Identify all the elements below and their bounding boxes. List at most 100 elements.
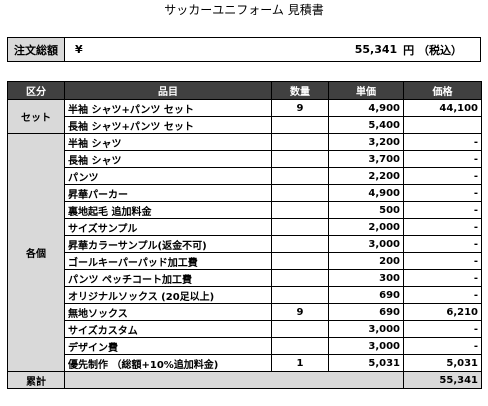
header-price: 価格 [403,81,482,100]
header-category: 区分 [7,81,65,100]
price-cell: - [403,235,482,253]
quantity-cell [271,133,329,151]
unit-price-cell: 3,700 [328,150,404,168]
table-row: 各個 半袖 シャツ 3,200- [7,133,482,372]
unit-price-cell: 3,000 [328,320,404,338]
header-quantity: 数量 [271,81,329,100]
item-name-cell: 無地ソックス [64,303,272,321]
price-cell: - [403,150,482,168]
item-name-cell: デザイン費 [64,337,272,355]
table-row: サイズサンプル 2,000- [8,218,482,236]
item-name-cell: 長袖 シャツ [64,150,272,168]
quantity-cell: 1 [271,354,329,372]
table-row: 昇華パーカー 4,900- [8,184,482,202]
unit-price-cell: 300 [328,269,404,287]
item-name-cell: パンツ ペッチコート加工費 [64,269,272,287]
price-cell: - [403,201,482,219]
currency-symbol: ¥ [75,43,83,56]
unit-price-cell: 5,400 [328,116,404,134]
price-cell [403,116,482,134]
table-row: サイズカスタム 3,000- [8,320,482,338]
estimate-table: 区分 品目 数量 単価 価格 セット 半袖 シャツ+パンツ セット 9 4,900 44… [7,81,482,389]
table-row: デザイン費 3,000- [8,337,482,355]
quantity-cell [271,235,329,253]
item-name-cell: 半袖 シャツ+パンツ セット [64,99,272,117]
item-name-cell: 昇華カラーサンプル(返金不可) [64,235,272,253]
quantity-cell [271,218,329,236]
unit-price-cell: 3,200 [328,133,404,151]
table-row: パンツ 2,200- [8,167,482,185]
unit-price-cell: 4,900 [328,99,404,117]
unit-price-cell: 690 [328,286,404,304]
table-row: パンツ ペッチコート加工費 300- [8,269,482,287]
header-item: 品目 [64,81,272,100]
unit-price-cell: 4,900 [328,184,404,202]
quantity-cell [271,184,329,202]
table-row: セット 半袖 シャツ+パンツ セット 9 4,900 44,100 [7,99,482,134]
quantity-cell [271,150,329,168]
price-cell: - [403,320,482,338]
quantity-cell: 9 [271,99,329,117]
table-row: 優先制作 （総額+10%追加料金) 1 5,031 5,031 [8,354,482,372]
order-total-box: 注文総額 ¥ 55,341 円 （税込） [7,37,481,62]
price-cell: - [403,167,482,185]
summary-label: 累計 [7,371,65,389]
table-row: 昇華カラーサンプル(返金不可) 3,000- [8,235,482,253]
quantity-cell [271,116,329,134]
price-cell: - [403,286,482,304]
quantity-cell [271,320,329,338]
summary-price: 55,341 [403,371,482,389]
unit-price-cell: 690 [328,303,404,321]
quantity-cell: 9 [271,303,329,321]
price-cell: - [403,269,482,287]
header-unit-price: 単価 [328,81,404,100]
table-row: 長袖 シャツ 3,700- [8,150,482,168]
table-row: オリジナルソックス (20足以上) 690- [8,286,482,304]
item-name-cell: 半袖 シャツ [64,133,272,151]
item-name-cell: 昇華パーカー [64,184,272,202]
summary-spacer [64,371,404,389]
price-cell: 44,100 [403,99,482,117]
price-cell: 6,210 [403,303,482,321]
item-name-cell: 優先制作 （総額+10%追加料金) [64,354,272,372]
table-header-row: 区分 品目 数量 単価 価格 [7,81,482,100]
item-name-cell: 長袖 シャツ+パンツ セット [64,116,272,134]
item-name-cell: オリジナルソックス (20足以上) [64,286,272,304]
item-name-cell: ゴールキーパーパッド加工費 [64,252,272,270]
category-cell: 各個 [7,133,65,372]
order-total-label: 注文総額 [8,38,65,61]
quantity-cell [271,337,329,355]
unit-price-cell: 500 [328,201,404,219]
unit-price-cell: 2,000 [328,218,404,236]
unit-price-cell: 5,031 [328,354,404,372]
unit-price-cell: 3,000 [328,337,404,355]
summary-row: 累計 55,341 [7,371,482,389]
price-cell: - [403,133,482,151]
order-total-amount: 55,341 [354,43,398,56]
table-row: 裏地起毛 追加料金 500- [8,201,482,219]
category-cell: セット [7,99,65,134]
item-name-cell: サイズカスタム [64,320,272,338]
unit-price-cell: 2,200 [328,167,404,185]
table-body: セット 半袖 シャツ+パンツ セット 9 4,900 44,100 長袖 シャツ+パンツ … [7,99,482,389]
table-row: ゴールキーパーパッド加工費 200- [8,252,482,270]
unit-price-cell: 3,000 [328,235,404,253]
document-title: サッカーユニフォーム 見積書 [164,3,324,17]
item-name-cell: 裏地起毛 追加料金 [64,201,272,219]
quantity-cell [271,269,329,287]
price-cell: - [403,252,482,270]
unit-price-cell: 200 [328,252,404,270]
price-cell: 5,031 [403,354,482,372]
quantity-cell [271,286,329,304]
quantity-cell [271,167,329,185]
price-cell: - [403,184,482,202]
order-total-unit: 円 （税込） [403,43,462,57]
quantity-cell [271,201,329,219]
quantity-cell [271,252,329,270]
item-name-cell: パンツ [64,167,272,185]
price-cell: - [403,218,482,236]
table-row: 無地ソックス 9 690 6,210 [8,303,482,321]
item-name-cell: サイズサンプル [64,218,272,236]
table-row: 長袖 シャツ+パンツ セット 5,400 [8,116,482,134]
price-cell: - [403,337,482,355]
